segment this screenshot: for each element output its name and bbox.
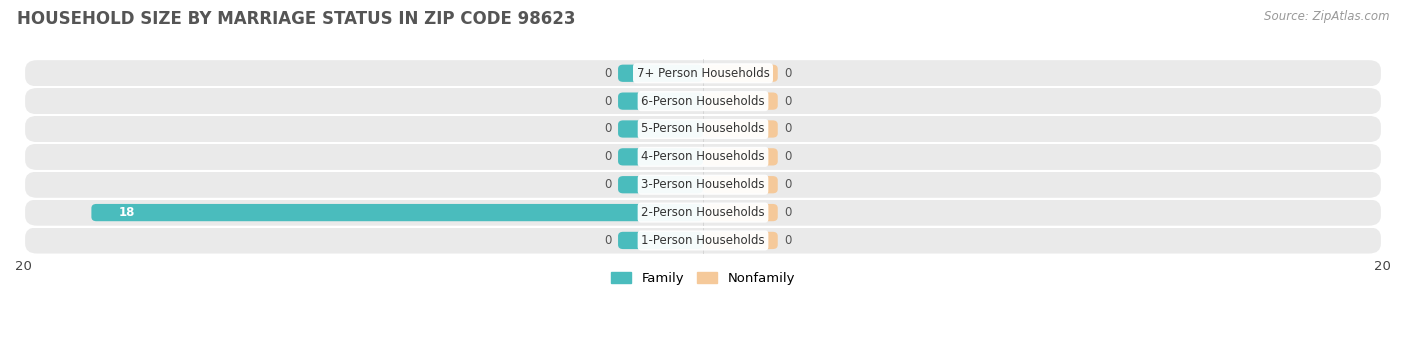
Text: 5-Person Households: 5-Person Households (641, 122, 765, 135)
FancyBboxPatch shape (703, 120, 778, 138)
FancyBboxPatch shape (703, 65, 778, 82)
Text: Source: ZipAtlas.com: Source: ZipAtlas.com (1264, 10, 1389, 23)
Text: 0: 0 (605, 178, 612, 191)
Text: 0: 0 (785, 206, 792, 219)
FancyBboxPatch shape (619, 232, 703, 249)
Text: 0: 0 (785, 122, 792, 135)
Text: 0: 0 (605, 150, 612, 163)
Text: 0: 0 (785, 67, 792, 80)
FancyBboxPatch shape (91, 204, 703, 221)
FancyBboxPatch shape (703, 232, 778, 249)
Text: 0: 0 (605, 122, 612, 135)
FancyBboxPatch shape (703, 204, 778, 221)
Text: 0: 0 (785, 178, 792, 191)
FancyBboxPatch shape (25, 116, 1381, 142)
Text: 0: 0 (605, 234, 612, 247)
FancyBboxPatch shape (25, 144, 1381, 170)
Legend: Family, Nonfamily: Family, Nonfamily (606, 267, 800, 291)
FancyBboxPatch shape (619, 148, 703, 165)
FancyBboxPatch shape (703, 92, 778, 110)
Text: 4-Person Households: 4-Person Households (641, 150, 765, 163)
Text: 0: 0 (605, 67, 612, 80)
FancyBboxPatch shape (25, 88, 1381, 114)
Text: 18: 18 (118, 206, 135, 219)
FancyBboxPatch shape (619, 120, 703, 138)
Text: 3-Person Households: 3-Person Households (641, 178, 765, 191)
Text: HOUSEHOLD SIZE BY MARRIAGE STATUS IN ZIP CODE 98623: HOUSEHOLD SIZE BY MARRIAGE STATUS IN ZIP… (17, 10, 575, 28)
Text: 0: 0 (785, 234, 792, 247)
FancyBboxPatch shape (703, 176, 778, 193)
Text: 0: 0 (785, 94, 792, 108)
FancyBboxPatch shape (25, 227, 1381, 254)
FancyBboxPatch shape (619, 176, 703, 193)
Text: 7+ Person Households: 7+ Person Households (637, 67, 769, 80)
Text: 6-Person Households: 6-Person Households (641, 94, 765, 108)
Text: 0: 0 (785, 150, 792, 163)
FancyBboxPatch shape (703, 148, 778, 165)
FancyBboxPatch shape (25, 172, 1381, 198)
FancyBboxPatch shape (619, 92, 703, 110)
Text: 1-Person Households: 1-Person Households (641, 234, 765, 247)
FancyBboxPatch shape (619, 65, 703, 82)
FancyBboxPatch shape (25, 60, 1381, 86)
Text: 0: 0 (605, 94, 612, 108)
FancyBboxPatch shape (25, 199, 1381, 226)
Text: 2-Person Households: 2-Person Households (641, 206, 765, 219)
